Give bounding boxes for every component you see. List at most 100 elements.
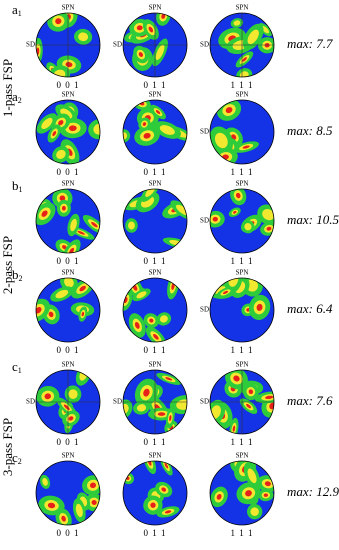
blob-red [164, 463, 169, 469]
blob-red [48, 311, 54, 318]
blob-yellow [136, 291, 147, 299]
blob-yellow [60, 108, 73, 119]
row-label: b2 [12, 267, 23, 283]
blob-red [232, 425, 236, 432]
spn-label: SPN [62, 452, 75, 460]
blob-red [153, 333, 159, 340]
row-letter: b [12, 267, 19, 282]
blob-red [91, 499, 97, 505]
blob-red [77, 230, 85, 235]
blob-red [233, 210, 237, 214]
blob-red [165, 377, 173, 381]
pf-outline [122, 277, 188, 343]
max-label: max: 10.5 [287, 212, 339, 227]
pole-label: 0 1 1 [144, 167, 167, 177]
spn-label: SPN [62, 180, 75, 188]
blob-red [212, 216, 218, 222]
blob-red [143, 132, 151, 139]
pole-label: 1 1 1 [231, 345, 254, 355]
spn-label: SPN [236, 180, 249, 188]
blob-red [161, 13, 166, 19]
blob-red [143, 388, 150, 397]
blob-red [169, 415, 172, 421]
spn-label: SPN [236, 91, 249, 99]
blob-red [245, 490, 252, 497]
pole-figure [210, 100, 274, 164]
row-letter: a [12, 2, 18, 17]
blob-red [233, 375, 240, 382]
pole-figure [36, 100, 100, 164]
blob-red [242, 57, 247, 62]
blob-red [68, 125, 77, 131]
row-subscript: 2 [18, 96, 22, 105]
blob-red [61, 205, 66, 211]
blob-yellow [64, 278, 74, 288]
row-subscript: 2 [19, 274, 23, 283]
blob-yellow [233, 20, 241, 26]
blob-red [79, 285, 86, 292]
blob-red [265, 395, 274, 400]
pole-label: 0 1 1 [144, 437, 167, 447]
pf-outline [122, 99, 188, 165]
max-label: max: 7.6 [287, 393, 333, 408]
blob-red [149, 318, 154, 323]
pole-figure [36, 278, 100, 342]
sd-label: SD [200, 217, 209, 225]
pf-outline [209, 277, 275, 343]
pole-figure [123, 461, 187, 525]
blob-red [235, 192, 241, 199]
blob-yellow [55, 289, 69, 299]
pole-label: 0 1 1 [144, 80, 167, 90]
pole-figure [36, 189, 100, 253]
spn-label: SPN [62, 361, 75, 369]
pole-figure [210, 13, 274, 77]
max-label: max: 12.9 [287, 484, 339, 499]
blob-red [136, 25, 143, 31]
blob-red [55, 18, 62, 25]
blob-red [150, 502, 156, 508]
pole-label: 0 0 1 [57, 528, 80, 538]
blob-red [91, 221, 98, 228]
sd-label: SD [26, 41, 35, 49]
blob-red [231, 134, 237, 140]
row-subscript: 2 [18, 457, 22, 466]
blob-red [155, 110, 161, 115]
pf-outline [122, 188, 188, 254]
pole-label: 0 1 1 [144, 528, 167, 538]
pole-label: 0 1 1 [144, 256, 167, 266]
sd-label: SD [26, 398, 35, 406]
pf-outline [35, 99, 101, 165]
pole-figure [210, 370, 274, 434]
blob-red [41, 210, 48, 217]
blob-yellow [53, 69, 66, 77]
spn-label: SPN [62, 269, 75, 277]
blob-red [89, 482, 97, 489]
pole-label: 0 1 1 [144, 345, 167, 355]
blob-red [59, 195, 66, 202]
pole-figure [36, 13, 100, 77]
blob-yellow [68, 389, 78, 399]
spn-label: SPN [149, 269, 162, 277]
blob-red [263, 493, 268, 497]
blob-red [216, 493, 222, 500]
blob-red [81, 311, 85, 317]
pf-outline [122, 460, 188, 526]
pole-label: 1 1 1 [231, 80, 254, 90]
blob-red [266, 226, 272, 231]
pf-outline [209, 460, 275, 526]
sd-label: SD [200, 41, 209, 49]
blob-red [47, 502, 56, 509]
blob-yellow [128, 221, 135, 230]
blob-red [147, 461, 152, 466]
blob-yellow [145, 189, 156, 197]
blob-red [58, 120, 64, 126]
row-letter: c [12, 359, 18, 374]
blob-red [157, 412, 166, 416]
row-label: c2 [12, 450, 22, 466]
spn-label: SPN [149, 91, 162, 99]
blob-yellow [75, 503, 83, 518]
pole-figure [36, 370, 100, 434]
blob-red [242, 145, 250, 149]
pole-label: 1 1 1 [231, 528, 254, 538]
